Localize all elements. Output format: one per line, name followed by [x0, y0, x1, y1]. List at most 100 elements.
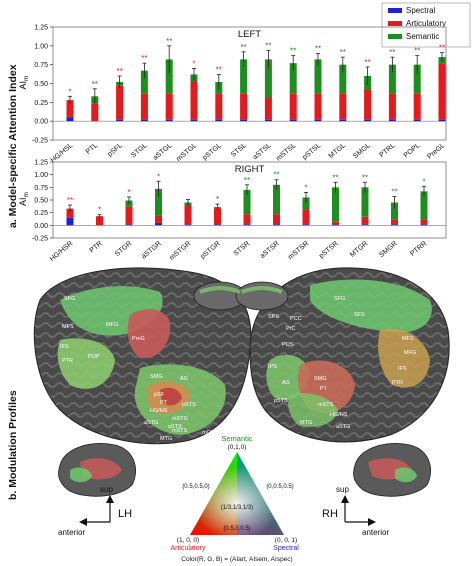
bar-articulatory: [190, 81, 198, 120]
significance-marker: **: [414, 47, 420, 56]
bar-spectral: [66, 117, 74, 122]
bar-spectral: [339, 119, 347, 122]
brain-label-left: mOTS: [202, 430, 218, 436]
x-tick-label: PTRR: [409, 240, 428, 258]
bar-spectral: [273, 224, 280, 226]
y-tick-label: -0.25: [32, 138, 48, 145]
brain-label-left: MFS: [62, 324, 74, 330]
bar-articulatory: [125, 206, 133, 225]
brain-label-left: SMG: [150, 374, 163, 380]
bar-articulatory: [215, 93, 223, 120]
legend-swatch-articulatory: [388, 21, 402, 26]
x-tick-label: PTL: [85, 142, 99, 156]
bar-articulatory: [140, 93, 148, 120]
significance-marker: **: [141, 54, 147, 63]
significance-marker: **: [364, 58, 370, 67]
brain-label-left: AG: [180, 376, 188, 382]
bar-semantic: [361, 187, 369, 217]
brain-labels-right: SFG SFS SPS PCC PrC POS IPS AG pSTS SMG PT mSTS HG/H…: [268, 296, 416, 430]
significance-marker: *: [127, 188, 130, 197]
y-tick-label: 0.50: [34, 81, 48, 88]
significance-marker: **: [389, 48, 395, 57]
significance-marker: **: [290, 47, 296, 56]
y-tick-label: 0.75: [34, 62, 48, 69]
bar-articulatory: [91, 103, 99, 122]
bar-spectral: [289, 119, 297, 122]
x-tick-label: SMGR: [378, 240, 399, 259]
bar-articulatory: [155, 215, 162, 223]
brain-label-right: MTG: [300, 420, 312, 426]
bar-semantic: [155, 188, 162, 216]
bar-semantic: [240, 59, 248, 94]
significance-marker: **: [92, 80, 98, 89]
brain-flatmap-left: [33, 267, 252, 445]
y-tick-label: 1.25: [34, 160, 48, 167]
bar-semantic: [289, 63, 297, 94]
brain-label-left: POP: [88, 354, 100, 360]
y-axis-label: AIm: [18, 76, 30, 90]
bar-spectral: [214, 224, 221, 226]
brain-label-left: pSTS: [182, 402, 196, 408]
x-tick-label: aSTGR: [140, 240, 162, 260]
brain-label-right: AG: [282, 380, 290, 386]
chart-right: -0.250.000.250.500.751.001.25RIGHTAIm**H…: [18, 160, 447, 263]
x-tick-label: mSTGR: [168, 240, 192, 262]
bar-spectral: [240, 119, 248, 122]
brain-label-right: PCC: [290, 316, 302, 322]
bar-articulatory: [165, 93, 173, 120]
bar-articulatory: [413, 93, 421, 120]
y-axis-label: AIm: [18, 192, 30, 206]
bar-semantic: [140, 70, 148, 94]
triangle-center: (1/3,1/3,1/3): [221, 505, 253, 511]
hemisphere-right-label: RH: [322, 508, 338, 520]
bar-spectral: [438, 119, 446, 122]
orientation-left: sup anterior LH: [58, 485, 132, 537]
orientation-right: sup anterior RH: [322, 485, 389, 537]
legend-swatch-semantic: [388, 34, 402, 39]
x-tick-label: PreGL: [426, 142, 446, 160]
x-tick-label: PTRL: [378, 142, 396, 159]
y-tick-label: 0.25: [34, 210, 48, 217]
panel-a-label: a. Model-specific Attention Index: [7, 64, 19, 228]
significance-marker: **: [240, 43, 246, 52]
bar-articulatory: [339, 93, 347, 120]
x-tick-label: aSTSL: [252, 142, 273, 161]
orientation-left-up: sup: [100, 485, 113, 494]
significance-marker: **: [315, 44, 321, 53]
brain-label-left: PreG: [132, 336, 145, 342]
bar-spectral: [314, 119, 322, 122]
significance-marker: **: [273, 171, 279, 180]
panel-b-label: b. Modulation Profiles: [7, 390, 19, 500]
brain-label-right: PTR: [392, 380, 403, 386]
brain-label-right: pSTS: [274, 398, 288, 404]
bar-semantic: [302, 197, 310, 210]
bar-spectral: [388, 119, 396, 122]
x-tick-label: pSTGL: [202, 142, 224, 162]
bar-spectral: [155, 222, 162, 226]
bar-semantic: [391, 202, 398, 220]
x-tick-label: MTGL: [328, 142, 347, 160]
brain-label-left: SFG: [64, 296, 75, 302]
bar-spectral: [302, 224, 310, 226]
orientation-right-up: sup: [336, 485, 349, 494]
legend-label-spectral: Spectral: [406, 6, 436, 15]
brain-label-right: HG/HS: [330, 412, 348, 418]
bar-articulatory: [66, 100, 74, 118]
x-tick-label: pSTGR: [199, 240, 221, 260]
bar-articulatory: [420, 219, 428, 225]
brain-label-left: MFG: [106, 322, 118, 328]
significance-marker: **: [391, 187, 397, 196]
y-axis-label-sub: m: [23, 192, 30, 197]
bar-articulatory: [314, 93, 322, 120]
orientation-right-side: anterior: [362, 528, 389, 537]
bar-spectral: [184, 224, 192, 226]
bar-spectral: [361, 224, 369, 226]
brain-label-left: PTR: [62, 358, 73, 364]
bar-semantic: [332, 187, 339, 222]
x-tick-label: mSTSL: [275, 142, 297, 162]
bar-articulatory: [184, 205, 192, 225]
triangle-right-value: (0, 0, 1): [275, 537, 297, 544]
y-tick-label: 0.00: [34, 119, 48, 126]
bar-spectral: [66, 217, 74, 226]
